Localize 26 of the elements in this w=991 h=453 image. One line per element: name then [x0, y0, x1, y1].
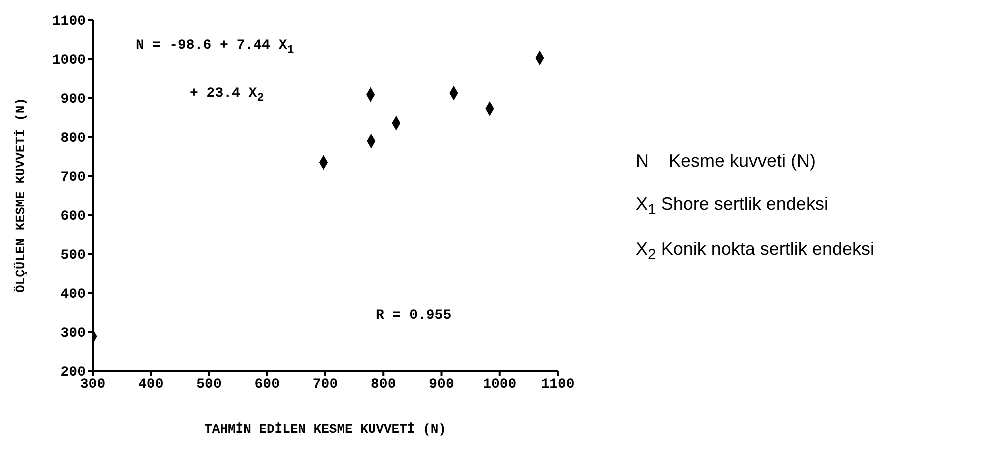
- annotation: R = 0.955: [376, 308, 452, 324]
- x-tick-label: 500: [196, 376, 222, 393]
- y-tick-label: 500: [60, 248, 86, 264]
- annotation: + 23.4 X$_{2}$: [190, 86, 264, 105]
- y-tick-label: 800: [60, 130, 86, 147]
- x-tick-label: 600: [254, 376, 280, 393]
- x-tick-label: 900: [429, 376, 454, 393]
- x-tick-label: 300: [80, 376, 106, 393]
- y-tick-label: 700: [60, 170, 86, 186]
- y-tick-label: 1100: [52, 14, 86, 30]
- x-tick-label: 800: [371, 376, 396, 393]
- x-tick-label: 400: [138, 376, 164, 393]
- y-tick-label: 600: [60, 208, 86, 225]
- y-tick-label: 1000: [52, 52, 86, 69]
- text: N Kesme kuvveti (N): [636, 151, 816, 172]
- text: X$_{2}$ Konik nokta sertlik endeksi: [636, 239, 874, 264]
- annotation: N = -98.6 + 7.44 X$_{1}$: [136, 38, 294, 57]
- x-axis-title: TAHMİN EDİLEN KESME KUVVETİ (N): [204, 422, 446, 437]
- y-axis-title: ÖLÇÜLEN KESME KUVVETİ (N): [14, 98, 29, 294]
- x-tick-label: 700: [312, 376, 338, 393]
- x-tick-label: 1100: [541, 376, 575, 393]
- y-tick-label: 900: [60, 92, 86, 108]
- text: X$_{1}$ Shore sertlik endeksi: [636, 194, 828, 219]
- y-tick-label: 300: [60, 326, 86, 342]
- x-tick-label: 1000: [483, 376, 517, 393]
- y-tick-label: 400: [60, 286, 86, 303]
